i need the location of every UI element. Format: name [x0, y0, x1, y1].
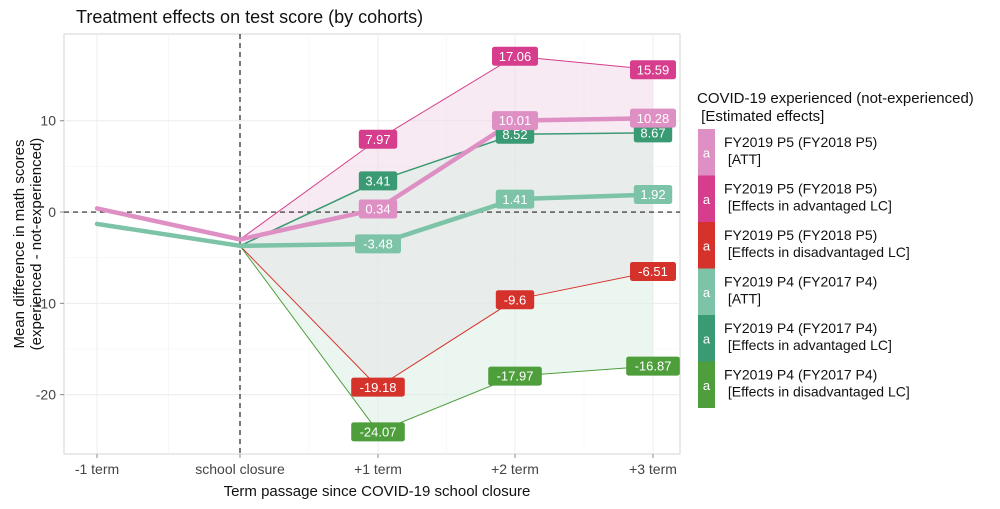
data-label-box: [633, 185, 673, 205]
legend-key-glyph: a: [703, 145, 711, 160]
y-tick-label: 0: [48, 204, 56, 220]
legend-label-line-2: [Effects in advantaged LC]: [724, 198, 892, 214]
chart-title: Treatment effects on test score (by coho…: [76, 7, 423, 27]
series-line-3: [239, 245, 654, 433]
data-label-box: [358, 199, 398, 219]
data-label: 0.34: [365, 202, 390, 217]
data-label: 1.41: [502, 192, 527, 207]
legend-label-line-1: FY2019 P5 (FY2018 P5): [724, 227, 877, 243]
data-label: 3.41: [365, 174, 390, 189]
data-label: -17.97: [497, 369, 534, 384]
data-label: 7.97: [365, 132, 390, 147]
legend-label-line-1: FY2019 P4 (FY2017 P4): [724, 367, 877, 383]
data-label-box: [355, 234, 401, 254]
y-tick-label: 10: [40, 113, 56, 129]
data-label-box: [630, 60, 676, 80]
y-tick-label: -20: [36, 387, 56, 403]
data-label: -9.6: [504, 292, 526, 307]
x-axis-title: Term passage since COVID-19 school closu…: [224, 483, 531, 500]
y-tick-label: -10: [36, 295, 56, 311]
data-label: -16.87: [635, 359, 672, 374]
data-label: 17.06: [499, 49, 532, 64]
legend-key-glyph: a: [703, 378, 711, 393]
legend-key: [698, 315, 715, 362]
legend-label-line-2: [Effects in disadvantaged LC]: [724, 244, 910, 260]
data-label: 8.52: [502, 127, 527, 142]
legend: COVID-19 experienced (not-experienced) […: [697, 90, 974, 408]
legend-label-line-1: FY2019 P4 (FY2017 P4): [724, 274, 877, 290]
data-label: 1.92: [640, 187, 665, 202]
data-label: 10.01: [499, 113, 532, 128]
data-label-box: [495, 290, 535, 310]
legend-label-line-2: [Effects in advantaged LC]: [724, 337, 892, 353]
y-axis-title-line-1: Mean difference in math scores: [11, 140, 28, 349]
data-label-box: [492, 46, 538, 66]
data-label: 10.28: [637, 111, 670, 126]
data-label-box: [630, 261, 676, 281]
legend-label-line-2: [ATT]: [724, 151, 761, 167]
data-labels: 7.97 17.06 15.59 -19.18 -9.6 -6.51 3.41 8.52 8.6…: [351, 46, 680, 442]
data-label-box: [358, 171, 398, 191]
data-label-box: [351, 377, 405, 397]
legend-label-line-2: [Effects in disadvantaged LC]: [724, 384, 910, 400]
legend-label-line-1: FY2019 P5 (FY2018 P5): [724, 181, 877, 197]
data-label: -19.18: [360, 380, 397, 395]
legend-key-glyph: a: [703, 192, 711, 207]
y-axis-title-line-2: (experienced - not-experienced): [28, 138, 45, 351]
legend-key: [698, 222, 715, 269]
legend-key-glyph: a: [703, 331, 711, 346]
legend-label-line-1: FY2019 P5 (FY2018 P5): [724, 134, 877, 150]
series-line-1: [239, 245, 654, 388]
data-label: -6.51: [638, 264, 668, 279]
legend-title-line-2: [Estimated effects]: [697, 108, 824, 125]
data-label-box: [492, 111, 538, 131]
data-label-box: [495, 189, 535, 209]
data-label-box: [351, 422, 405, 442]
data-label: -24.07: [360, 424, 397, 439]
data-label: -3.48: [363, 236, 393, 251]
legend-title-line-1: COVID-19 experienced (not-experienced): [697, 90, 974, 107]
legend-key: [698, 175, 715, 222]
data-label: 15.59: [637, 62, 670, 77]
data-label-box: [626, 356, 680, 376]
x-tick-label: -1 term: [75, 461, 119, 477]
legend-key-glyph: a: [703, 285, 711, 300]
data-label: 8.67: [640, 125, 665, 140]
y-axis-ticks: -20 -10 0 10: [36, 113, 64, 403]
legend-key: [698, 129, 715, 176]
data-label-box: [633, 123, 673, 143]
ribbon: [240, 132, 653, 432]
x-tick-label: +2 term: [491, 461, 539, 477]
data-label-box: [488, 366, 542, 386]
legend-label-line-1: FY2019 P4 (FY2017 P4): [724, 320, 877, 336]
data-label-box: [358, 129, 398, 149]
legend-key-glyph: a: [703, 238, 711, 253]
y-axis-title: Mean difference in math scores (experien…: [11, 138, 45, 351]
x-tick-label: +3 term: [629, 461, 677, 477]
series-line-2: [239, 132, 654, 247]
legend-key: [698, 268, 715, 315]
x-axis-ticks: -1 term school closure +1 term +2 term +3 te…: [75, 454, 677, 477]
series-line-0: [239, 55, 654, 240]
x-tick-label: school closure: [195, 461, 285, 477]
data-label-box: [630, 108, 676, 128]
x-tick-label: +1 term: [354, 461, 402, 477]
legend-key: [698, 361, 715, 408]
legend-label-line-2: [ATT]: [724, 291, 761, 307]
